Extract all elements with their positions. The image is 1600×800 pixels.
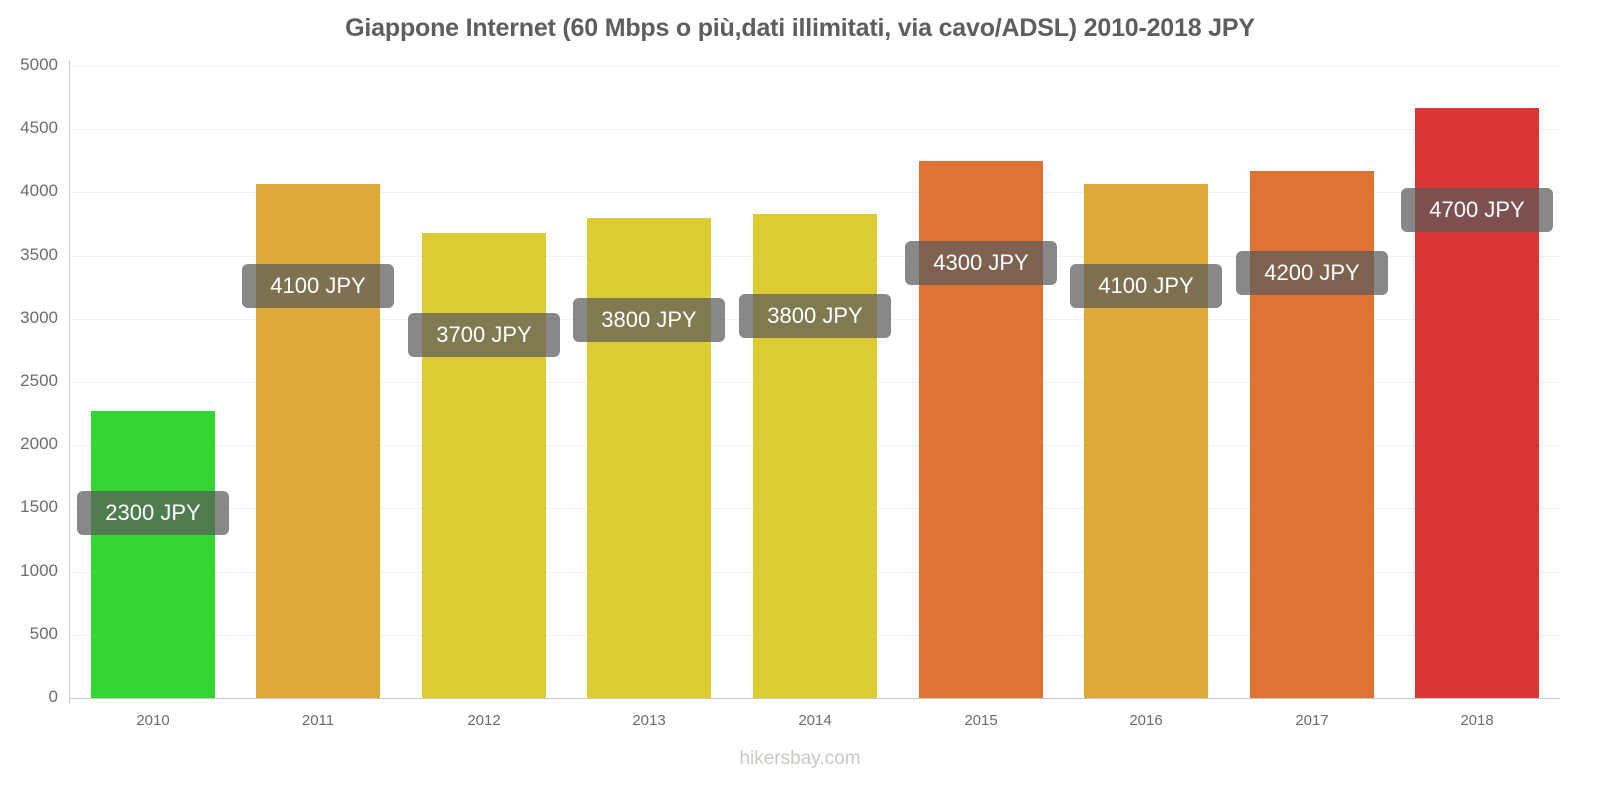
bar[interactable] xyxy=(753,214,877,698)
y-tick-label: 3500 xyxy=(20,245,58,264)
x-tick-label: 2014 xyxy=(798,712,832,729)
bar-value-label: 4100 JPY xyxy=(1070,264,1222,308)
y-tick-label: 2500 xyxy=(20,371,58,390)
source-watermark: hikersbay.com xyxy=(739,748,861,769)
x-tick-label: 2017 xyxy=(1295,712,1329,729)
x-tick-label: 2016 xyxy=(1129,712,1163,729)
x-tick-label: 2011 xyxy=(301,712,335,729)
y-axis-line xyxy=(69,60,70,704)
y-tick-label: 0 xyxy=(48,687,58,706)
y-tick-label: 4000 xyxy=(20,181,58,200)
gridline xyxy=(70,129,1560,130)
y-tick-label: 1500 xyxy=(20,497,58,516)
x-tick-label: 2010 xyxy=(136,712,170,729)
y-tick-label: 2000 xyxy=(20,434,58,453)
chart-title: Giappone Internet (60 Mbps o più,dati il… xyxy=(345,14,1255,42)
x-axis-line xyxy=(70,698,1560,699)
y-tick-label: 500 xyxy=(29,624,58,643)
gridline xyxy=(70,192,1560,193)
y-tick-label: 1000 xyxy=(20,561,58,580)
gridline xyxy=(70,66,1560,67)
x-tick-label: 2012 xyxy=(467,712,501,729)
bar-value-label: 3700 JPY xyxy=(408,313,560,357)
bar[interactable] xyxy=(1084,184,1208,698)
bar-value-label: 4300 JPY xyxy=(905,241,1057,285)
bar[interactable] xyxy=(422,233,546,698)
x-tick-label: 2013 xyxy=(632,712,666,729)
bar-value-label: 4200 JPY xyxy=(1236,251,1388,295)
bar-value-label: 3800 JPY xyxy=(739,294,891,338)
x-tick-label: 2018 xyxy=(1460,712,1494,729)
bar[interactable] xyxy=(91,411,215,698)
x-tick-label: 2015 xyxy=(964,712,998,729)
y-tick-label: 4500 xyxy=(20,118,58,137)
bar[interactable] xyxy=(256,184,380,698)
bar-value-label: 2300 JPY xyxy=(77,491,229,535)
y-tick-label: 3000 xyxy=(20,308,58,327)
bar-value-label: 4100 JPY xyxy=(242,264,394,308)
bar-value-label: 3800 JPY xyxy=(573,298,725,342)
bar-value-label: 4700 JPY xyxy=(1401,188,1553,232)
y-tick-label: 5000 xyxy=(20,55,58,74)
bar[interactable] xyxy=(587,218,711,698)
